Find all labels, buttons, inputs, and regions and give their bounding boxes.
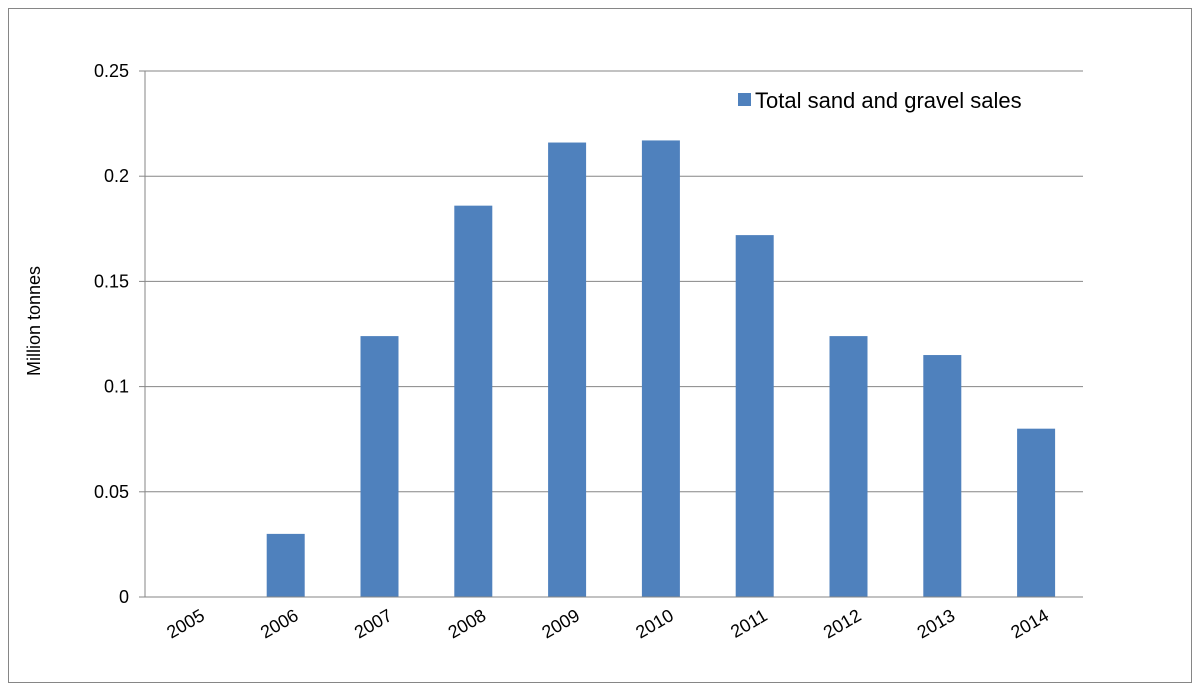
legend-swatch <box>738 93 751 106</box>
x-tick-label: 2010 <box>632 605 677 642</box>
bar-2006 <box>266 533 305 597</box>
bar-2008 <box>454 205 493 597</box>
y-tick-labels: 0 0.05 0.1 0.15 0.2 0.25 <box>94 61 129 607</box>
bar-2007 <box>360 336 399 597</box>
x-tick-label: 2008 <box>445 605 490 642</box>
x-tick-label: 2009 <box>538 605 583 642</box>
y-tick-label: 0.05 <box>94 482 129 502</box>
bar-2014 <box>1017 428 1056 597</box>
x-tick-label: 2005 <box>163 605 208 642</box>
y-tick-label: 0.1 <box>104 377 129 397</box>
bar-2009 <box>548 142 587 597</box>
bar-2010 <box>641 140 680 597</box>
legend-label: Total sand and gravel sales <box>755 88 1022 113</box>
x-tick-label: 2011 <box>727 605 771 642</box>
bar-2013 <box>923 355 962 597</box>
bar-2012 <box>829 336 868 597</box>
x-tick-label: 2007 <box>351 605 396 642</box>
x-tick-label: 2014 <box>1007 605 1052 642</box>
x-tick-labels: 2005 2006 2007 2008 2009 2010 2011 2012 2013 2014 <box>163 605 1052 642</box>
bar-2011 <box>735 235 774 597</box>
y-tick-label: 0 <box>119 587 129 607</box>
y-tick-label: 0.25 <box>94 61 129 81</box>
legend: Total sand and gravel sales <box>738 88 1022 113</box>
y-tick-label: 0.15 <box>94 271 129 291</box>
y-tick-label: 0.2 <box>104 166 129 186</box>
y-axis-title: Million tonnes <box>24 266 44 376</box>
chart-frame <box>8 8 1192 683</box>
axes <box>144 71 1083 598</box>
x-tick-label: 2012 <box>820 605 865 642</box>
x-tick-label: 2013 <box>914 605 959 642</box>
x-tick-label: 2006 <box>257 605 302 642</box>
bars <box>266 140 1056 597</box>
